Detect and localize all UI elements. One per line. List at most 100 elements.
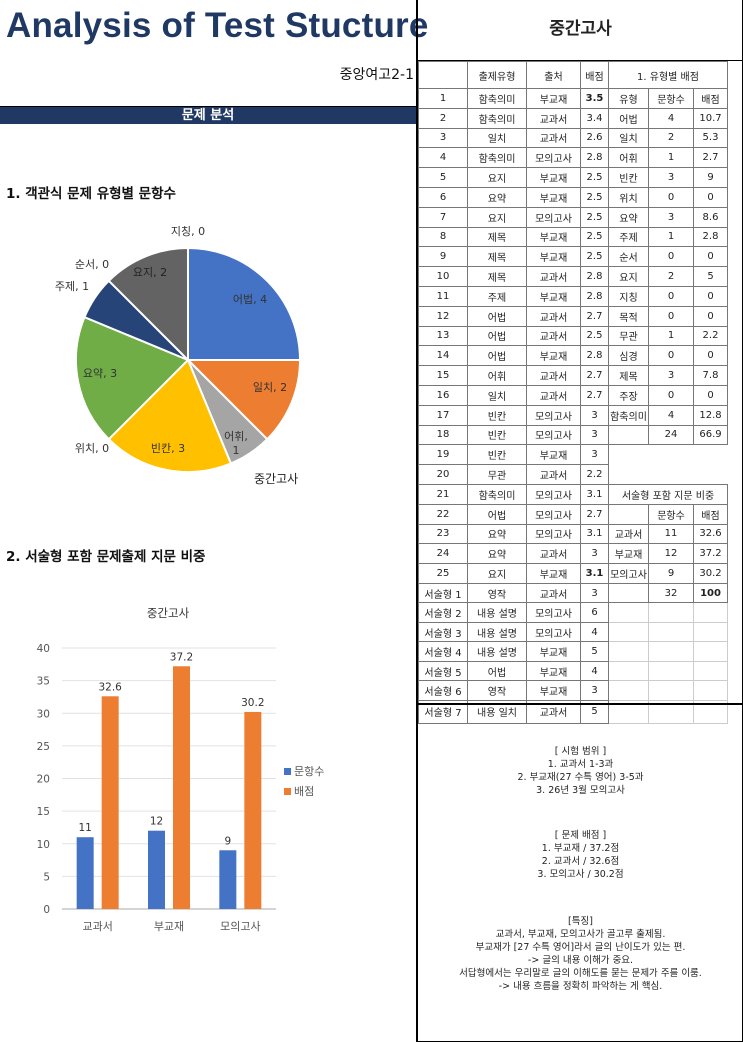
type-cell: 제목 bbox=[608, 365, 649, 386]
table-row: 13 어법 교과서 2.5 무관 1 2.2 bbox=[418, 325, 728, 347]
table-row: 25 요지 부교재 3.1 모의고사 9 30.2 bbox=[418, 563, 728, 584]
table-cell bbox=[693, 680, 728, 701]
table-row: 12 어법 교과서 2.7 목적 0 0 bbox=[418, 305, 728, 327]
table-cell bbox=[608, 424, 649, 446]
table-cell: 부교재 bbox=[526, 167, 581, 188]
table-row: 17 빈칸 모의고사 3 함축의미 4 12.8 bbox=[418, 404, 728, 426]
table-cell: 7 bbox=[418, 206, 468, 228]
bar-chart: 중간고사 0 5 10 15 20 25 30 35 40 11 32.6 교과서 12 37.2 부교재 9 3… bbox=[37, 606, 325, 933]
type-cell: 3 bbox=[648, 206, 694, 228]
table-cell: 15 bbox=[418, 365, 468, 386]
table-cell: 부교재 bbox=[526, 680, 581, 701]
pie-slice-요지 bbox=[107, 246, 189, 363]
pie-label-지칭: 지칭, 0 bbox=[171, 225, 205, 238]
table-cell: 영작 bbox=[467, 582, 527, 604]
table-cell: 2.8 bbox=[580, 266, 609, 287]
type-cell: 5 bbox=[693, 266, 728, 287]
pie-label-요약: 요약, 3 bbox=[83, 366, 117, 380]
type-cell: 0 bbox=[693, 246, 728, 268]
source-cell: 교과서 bbox=[608, 523, 649, 545]
pie-slice-일치 bbox=[185, 359, 302, 441]
table-cell: 모의고사 bbox=[526, 503, 581, 525]
y-tick-label: 35 bbox=[37, 676, 50, 688]
header-cell: 배점 bbox=[580, 61, 609, 89]
table-cell: 6 bbox=[418, 186, 468, 208]
table-cell: 어휘 bbox=[467, 365, 527, 386]
table-cell: 3 bbox=[580, 680, 609, 701]
table-cell: 모의고사 bbox=[526, 621, 581, 643]
table-cell bbox=[693, 660, 728, 682]
bar-value-label: 9 bbox=[224, 835, 231, 847]
type-cell: 3 bbox=[648, 167, 694, 188]
table-cell: 제목 bbox=[467, 226, 527, 248]
table-row: 서술형 6 영작 부교재 3 bbox=[418, 680, 728, 701]
source-header-cell: 문항수 bbox=[648, 503, 694, 525]
pie-slice-요약 bbox=[75, 315, 190, 441]
type-cell: 12.8 bbox=[693, 404, 728, 426]
table-cell: 2.8 bbox=[580, 285, 609, 307]
table-cell: 요약 bbox=[467, 186, 527, 208]
range-line: 2. 부교재(27 수특 영어) 3-5과 bbox=[517, 772, 644, 783]
table-row: 14 어법 부교재 2.8 심경 0 0 bbox=[418, 345, 728, 367]
table-cell: 무관 bbox=[467, 464, 527, 485]
table-cell: 2.7 bbox=[580, 305, 609, 327]
type-cell: 2 bbox=[648, 266, 694, 287]
table-cell: 서술형 2 bbox=[418, 602, 468, 623]
table-cell: 부교재 bbox=[526, 226, 581, 248]
feature-line: [특징] bbox=[568, 916, 593, 927]
table-cell: 8 bbox=[418, 226, 468, 248]
pie-slice-빈칸 bbox=[107, 358, 233, 473]
table-cell bbox=[608, 660, 649, 682]
table-cell bbox=[608, 582, 649, 604]
type-cell: 4 bbox=[648, 107, 694, 129]
exam-range-note: [ 시험 범위 ] 1. 교과서 1-3과 2. 부교재(27 수특 영어) 3-5… bbox=[418, 745, 743, 797]
table-cell: 20 bbox=[418, 464, 468, 485]
y-tick-label: 30 bbox=[37, 708, 50, 720]
pie-chart: 어법, 4 일치, 2 어휘,1 빈칸, 3 위치, 0 요약, 3 주제, 1 순서, 0 요… bbox=[55, 225, 302, 473]
legend-label-문항수: 문항수 bbox=[294, 765, 324, 778]
table-cell: 교과서 bbox=[526, 266, 581, 287]
range-line: 3. 26년 3월 모의고사 bbox=[536, 785, 625, 796]
table-cell: 4 bbox=[580, 660, 609, 682]
table-cell: 부교재 bbox=[526, 563, 581, 584]
table-cell: 서술형 6 bbox=[418, 680, 468, 701]
table-cell bbox=[608, 503, 649, 525]
table-cell bbox=[649, 465, 694, 485]
range-line: [ 시험 범위 ] bbox=[554, 746, 607, 757]
table-cell: 2.5 bbox=[580, 167, 609, 188]
bar-배점-교과서 bbox=[101, 696, 119, 909]
school-label: 중앙여고2-1 bbox=[339, 67, 414, 83]
table-cell: 21 bbox=[418, 483, 468, 505]
pie-label-빈칸: 빈칸, 3 bbox=[151, 442, 185, 455]
table-cell bbox=[608, 680, 649, 701]
type-cell: 목적 bbox=[608, 305, 649, 327]
exam-title: 중간고사 bbox=[418, 0, 743, 61]
table-cell: 함축의미 bbox=[467, 107, 527, 129]
table-cell: 3 bbox=[580, 582, 609, 604]
type-cell: 지칭 bbox=[608, 285, 649, 307]
type-cell: 어법 bbox=[608, 107, 649, 129]
table-cell: 14 bbox=[418, 345, 468, 367]
type-cell: 어휘 bbox=[608, 147, 649, 169]
type-cell: 위치 bbox=[608, 186, 649, 208]
type-total-cell: 66.9 bbox=[693, 424, 728, 446]
table-cell: 서술형 1 bbox=[418, 582, 468, 604]
table-cell: 3.5 bbox=[580, 88, 609, 109]
table-cell: 4 bbox=[418, 147, 468, 169]
table-row: 서술형 1 영작 교과서 3 32 100 bbox=[418, 582, 728, 604]
table-cell: 내용 설명 bbox=[467, 641, 527, 662]
table-cell: 3 bbox=[580, 404, 609, 426]
y-tick-label: 20 bbox=[37, 774, 50, 786]
table-cell: 일치 bbox=[467, 384, 527, 406]
table-cell: 3.4 bbox=[580, 107, 609, 129]
table-cell: 3.1 bbox=[580, 483, 609, 505]
score-line: 2. 교과서 / 32.6점 bbox=[541, 856, 620, 867]
x-tick-label: 교과서 bbox=[82, 920, 112, 933]
x-tick-label: 부교재 bbox=[154, 920, 184, 933]
type-cell: 1 bbox=[648, 325, 694, 347]
table-row: 22 어법 모의고사 2.7 문항수 배점 bbox=[418, 503, 728, 525]
score-line: [ 문제 배점 ] bbox=[554, 830, 607, 841]
table-cell: 요지 bbox=[467, 563, 527, 584]
source-total-cell: 32 bbox=[648, 582, 694, 604]
table-cell: 빈칸 bbox=[467, 424, 527, 446]
